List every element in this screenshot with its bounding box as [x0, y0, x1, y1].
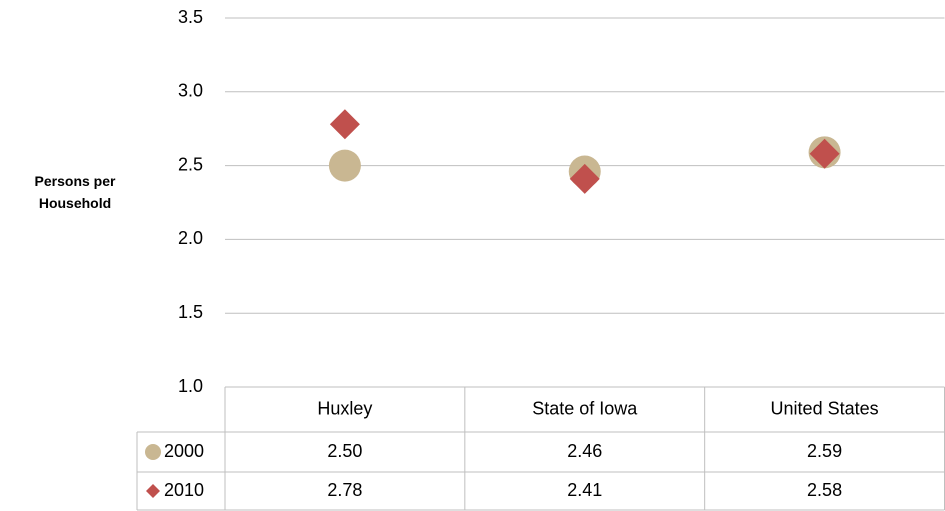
y-tick-label: 3.0	[178, 81, 203, 101]
marker	[809, 138, 840, 169]
table-value: 2.58	[807, 480, 842, 500]
table-value: 2.59	[807, 441, 842, 461]
y-tick-label: 3.5	[178, 7, 203, 27]
marker	[569, 163, 600, 194]
table-value: 2.50	[327, 441, 362, 461]
marker	[329, 109, 360, 140]
table-value: 2.46	[567, 441, 602, 461]
legend-marker	[146, 484, 160, 498]
legend-label: 2000	[164, 441, 204, 461]
y-tick-label: 1.5	[178, 302, 203, 322]
legend-marker	[145, 444, 161, 460]
x-tick-label: State of Iowa	[532, 398, 638, 418]
x-tick-label: United States	[771, 398, 879, 418]
y-tick-label: 1.0	[178, 376, 203, 396]
y-axis-label: Persons per Household	[34, 173, 116, 211]
y-tick-label: 2.0	[178, 228, 203, 248]
y-tick-label: 2.5	[178, 154, 203, 174]
table-value: 2.78	[327, 480, 362, 500]
marker	[328, 149, 361, 182]
table-value: 2.41	[567, 480, 602, 500]
x-tick-label: Huxley	[317, 398, 372, 418]
legend-label: 2010	[164, 480, 204, 500]
